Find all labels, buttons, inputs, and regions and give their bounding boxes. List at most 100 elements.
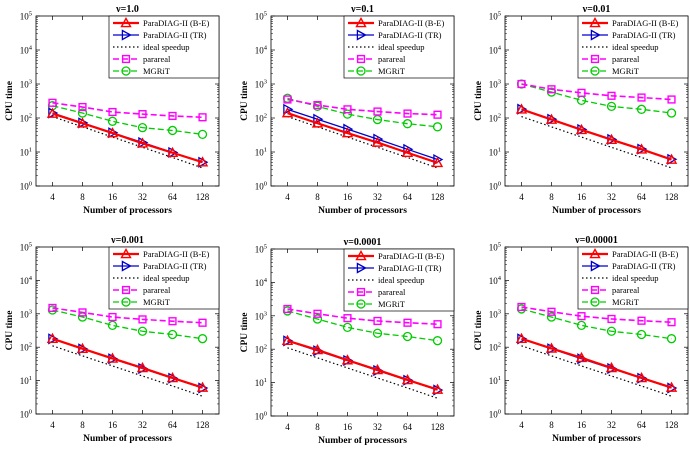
y-tick-label: 103	[489, 79, 501, 90]
legend-marker	[590, 260, 601, 272]
x-tick-label: 8	[315, 422, 320, 432]
data-point	[403, 143, 414, 155]
series-mgrit	[47, 101, 208, 140]
data-point	[635, 143, 648, 154]
series-paradiag-ii-b-e	[281, 107, 444, 168]
data-point	[196, 381, 209, 392]
x-tick-label: 128	[196, 192, 210, 202]
legend-label: MGRiT	[143, 66, 171, 76]
y-tick-label: 100	[489, 181, 501, 192]
data-point	[577, 88, 586, 97]
data-point	[517, 79, 526, 89]
series-line	[287, 111, 438, 164]
x-tick-label: 16	[343, 422, 353, 432]
chart-panel-3: 100 101 102 103 104 105 4 8 16 32 64 128 Number of p…	[474, 4, 689, 216]
legend-label: ideal speedup	[378, 42, 425, 52]
data-point	[403, 109, 412, 118]
data-point	[197, 334, 208, 344]
y-tick-label: 100	[20, 409, 32, 420]
series-paradiag-ii-tr	[283, 103, 444, 166]
legend-marker	[356, 287, 366, 297]
x-tick-label: 64	[637, 420, 647, 430]
series-line	[521, 308, 672, 340]
legend-marker	[356, 299, 366, 309]
chart-title: ν=0.0001	[343, 237, 382, 248]
y-tick-label: 102	[20, 342, 32, 353]
data-point	[281, 334, 294, 345]
x-tick-label: 8	[80, 420, 85, 430]
data-point	[342, 109, 353, 119]
legend: ParaDIAG-II (B-E) ParaDIAG-II (TR) ideal s…	[343, 15, 455, 79]
series-paradiag-ii-b-e	[515, 332, 678, 392]
data-point	[637, 316, 646, 325]
x-tick-label: 128	[665, 420, 679, 430]
data-point	[575, 351, 588, 363]
x-tick-label: 64	[637, 192, 647, 202]
legend-label: MGRiT	[143, 297, 171, 307]
chart-title: ν=0.01	[582, 4, 611, 15]
series-line	[521, 108, 672, 161]
x-tick-label: 32	[138, 192, 147, 202]
series-parareal	[283, 95, 442, 119]
data-point	[168, 111, 177, 121]
data-point	[48, 303, 57, 313]
series-line	[52, 309, 203, 340]
series-ideal-speedup	[521, 116, 672, 169]
data-point	[667, 382, 678, 394]
series-mgrit	[516, 304, 677, 344]
series-ideal-speedup	[287, 347, 438, 399]
y-tick-label: 103	[255, 79, 267, 90]
x-tick-label: 16	[577, 420, 587, 430]
data-point	[166, 146, 179, 158]
data-point	[46, 107, 59, 118]
series-parareal	[517, 79, 676, 104]
series-line	[287, 97, 438, 128]
series-paradiag-ii-b-e	[281, 334, 444, 394]
series-line	[287, 308, 438, 326]
legend-label: MGRiT	[612, 66, 640, 76]
data-point	[576, 320, 587, 331]
legend-marker	[590, 297, 600, 307]
series-paradiag-ii-b-e	[515, 103, 678, 164]
x-tick-label: 16	[343, 192, 353, 202]
data-point	[665, 381, 678, 392]
data-point	[371, 363, 384, 375]
y-tick-label: 103	[489, 308, 501, 319]
data-point	[48, 333, 59, 345]
legend-label: ideal speedup	[143, 42, 190, 52]
legend-label: parareal	[378, 287, 406, 297]
data-point	[166, 372, 179, 383]
data-point	[432, 336, 443, 346]
data-point	[198, 382, 209, 394]
x-tick-label: 16	[108, 420, 118, 430]
series-line	[52, 105, 203, 136]
data-point	[636, 104, 647, 114]
data-point	[546, 312, 557, 322]
y-tick-label: 103	[20, 79, 32, 90]
data-point	[106, 127, 119, 138]
series-ideal-speedup	[521, 345, 672, 397]
series-paradiag-ii-b-e	[46, 107, 209, 167]
data-point	[433, 320, 442, 329]
data-point	[78, 308, 87, 317]
chart-title: ν=0.1	[350, 4, 374, 15]
y-tick-label: 103	[255, 310, 267, 321]
legend-label: parareal	[378, 54, 406, 64]
legend-marker	[120, 17, 132, 28]
data-point	[137, 123, 148, 133]
y-tick-label: 101	[255, 377, 267, 388]
y-axis-label: CPU time	[5, 81, 15, 121]
legend: ParaDIAG-II (B-E) ParaDIAG-II (TR) ideal s…	[343, 248, 455, 312]
y-tick-label: 102	[489, 342, 501, 353]
data-point	[401, 146, 414, 158]
series-ideal-speedup	[52, 116, 203, 169]
data-point	[605, 133, 618, 145]
data-point	[517, 302, 526, 312]
x-tick-label: 32	[607, 192, 616, 202]
legend: ParaDIAG-II (B-E) ParaDIAG-II (TR) ideal s…	[577, 15, 689, 79]
legend-marker	[355, 250, 367, 261]
y-tick-label: 100	[255, 411, 267, 422]
y-axis-label: CPU time	[240, 81, 250, 121]
chart-title: ν=0.00001	[574, 235, 618, 246]
data-point	[607, 91, 616, 100]
